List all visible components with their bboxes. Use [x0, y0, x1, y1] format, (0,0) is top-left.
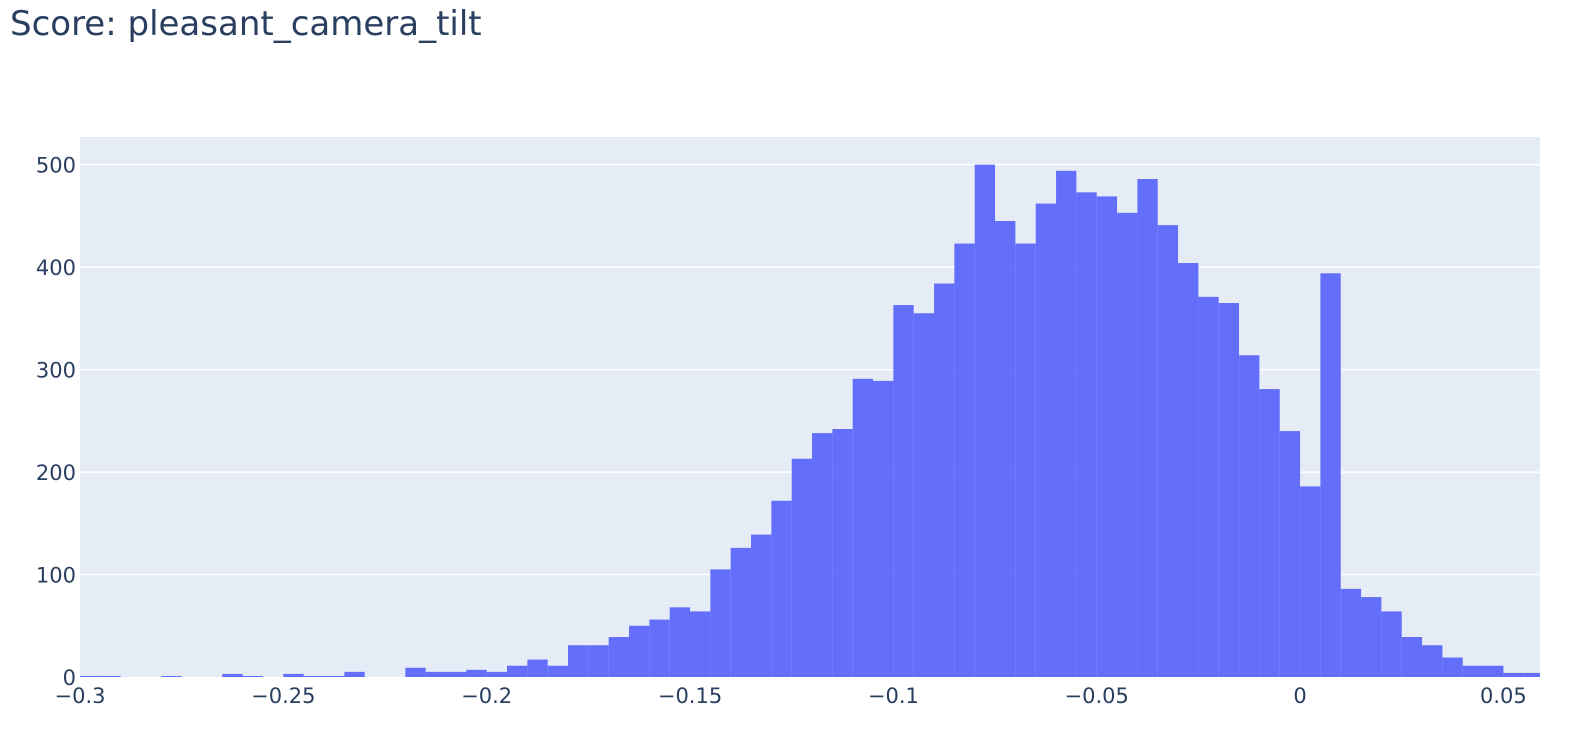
histogram-bar — [608, 637, 630, 677]
x-tick-label: −0.05 — [1065, 684, 1129, 708]
histogram-bar — [1198, 296, 1219, 677]
histogram-bar — [690, 611, 711, 677]
histogram-bar — [1320, 273, 1341, 677]
histogram-bar — [1279, 431, 1301, 677]
histogram-bar — [222, 673, 243, 677]
histogram-bar — [547, 665, 569, 677]
histogram-bar — [812, 433, 833, 677]
y-tick-label: 400 — [36, 256, 76, 280]
x-tick-label: −0.3 — [55, 684, 106, 708]
histogram-bar — [710, 569, 731, 677]
histogram-bar — [1259, 389, 1280, 677]
histogram-bar — [100, 675, 121, 677]
y-tick-label: 0 — [63, 666, 76, 690]
histogram-bar — [649, 619, 670, 677]
histogram-bar — [1218, 302, 1240, 677]
histogram-bar — [324, 675, 345, 677]
histogram-bar — [1035, 203, 1057, 678]
histogram-bar — [1056, 170, 1077, 678]
histogram-bar — [1239, 355, 1260, 677]
y-axis-ticks: 0 100 200 300 400 500 — [36, 154, 76, 690]
histogram-bar — [1157, 225, 1179, 677]
histogram-bar — [486, 671, 508, 677]
histogram-bar — [568, 645, 589, 677]
histogram-bar — [751, 534, 772, 677]
histogram-bar — [913, 313, 935, 677]
histogram-bar — [80, 675, 101, 677]
histogram-bar — [1096, 196, 1118, 678]
histogram-bar — [1422, 645, 1443, 677]
chart-title: Score: pleasant_camera_tilt — [10, 4, 482, 44]
histogram-bar — [283, 673, 304, 677]
histogram-bar — [1442, 657, 1463, 677]
x-tick-label: −0.25 — [251, 684, 315, 708]
histogram-bar — [893, 305, 914, 677]
histogram-bar — [446, 671, 467, 677]
histogram-bar — [1015, 243, 1036, 677]
histogram-bar — [954, 243, 975, 677]
histogram-bar — [466, 669, 487, 677]
histogram-bar — [303, 675, 325, 677]
histogram-bar — [1381, 611, 1402, 677]
histogram-bar — [507, 665, 528, 677]
histogram-bar — [1523, 672, 1540, 677]
histogram-bar — [852, 378, 874, 677]
histogram-bar — [629, 625, 650, 677]
histogram-bar — [1503, 672, 1524, 677]
histogram-bar — [791, 458, 813, 677]
histogram-bar — [1401, 637, 1423, 677]
histogram-bar — [873, 380, 894, 677]
histogram-bar — [1117, 212, 1138, 677]
histogram-bar — [588, 645, 609, 677]
y-tick-label: 100 — [36, 564, 76, 588]
x-tick-label: −0.1 — [868, 684, 919, 708]
histogram-bar — [832, 429, 853, 677]
y-tick-label: 200 — [36, 461, 76, 485]
histogram-bar — [425, 671, 447, 677]
x-tick-label: −0.2 — [461, 684, 512, 708]
x-tick-label: −0.15 — [658, 684, 722, 708]
histogram-bars — [80, 164, 1540, 678]
histogram-bar — [1340, 588, 1362, 677]
histogram-bar — [1076, 192, 1097, 677]
y-tick-label: 500 — [36, 154, 76, 178]
histogram-bar — [669, 607, 691, 677]
histogram-bar — [1178, 263, 1199, 677]
histogram-bar — [1300, 486, 1321, 677]
histogram-bar — [1137, 179, 1158, 677]
histogram-bar — [1483, 665, 1504, 677]
x-axis-ticks: −0.3 −0.25 −0.2 −0.15 −0.1 −0.05 0 0.05 — [55, 684, 1527, 708]
x-tick-label: 0.05 — [1480, 684, 1527, 708]
histogram-bar — [934, 283, 955, 677]
histogram-bar — [730, 547, 752, 677]
histogram-bar — [405, 667, 426, 677]
histogram-bar — [1361, 597, 1382, 677]
histogram-bar — [527, 659, 548, 677]
histogram-bar — [771, 500, 792, 677]
y-tick-label: 300 — [36, 359, 76, 383]
x-tick-label: 0 — [1293, 684, 1306, 708]
histogram-bar — [1462, 665, 1484, 677]
histogram-bar — [242, 675, 264, 677]
histogram-bar — [974, 164, 996, 678]
histogram-bar — [995, 221, 1016, 677]
histogram-bar — [161, 675, 182, 677]
histogram-bar — [344, 671, 365, 677]
